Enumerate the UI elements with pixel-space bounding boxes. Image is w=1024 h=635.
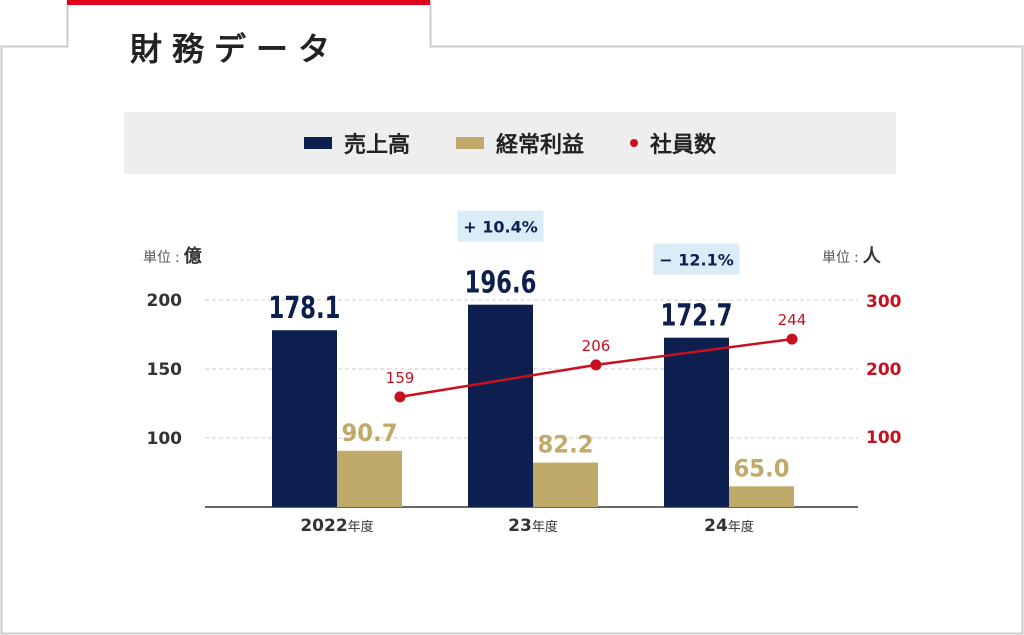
- right-axis-unit: 単位 : 人: [822, 242, 881, 268]
- sales-value-label: 196.6: [465, 266, 537, 301]
- legend-label-sales: 売上高: [343, 133, 410, 158]
- legend-label-profit: 経常利益: [495, 133, 584, 158]
- profit-value-label: 90.7: [342, 419, 398, 447]
- change-badge: [653, 243, 740, 275]
- change-badge-text: + 10.4%: [463, 218, 537, 237]
- left-unit-prefix: 単位: [143, 250, 171, 266]
- category-label-number: 2022: [300, 516, 347, 536]
- category-label: 24年度: [704, 516, 754, 536]
- sales-bar: [468, 304, 533, 507]
- legend-item-profit: 経常利益: [455, 127, 584, 159]
- page-title: 財務データ: [130, 30, 341, 68]
- right-axis-tick-label: 200: [866, 360, 902, 380]
- legend-swatch-sales: [303, 137, 332, 149]
- profit-value-label: 65.0: [734, 454, 790, 482]
- right-unit-prefix: 単位: [822, 250, 850, 266]
- category-label-number: 24: [704, 516, 728, 536]
- right-unit-colon: :: [854, 250, 859, 266]
- sales-bar: [664, 337, 729, 507]
- category-label-suffix: 年度: [728, 519, 754, 535]
- left-axis-unit: 単位 : 億: [143, 242, 202, 268]
- employees-value-label: 159: [386, 369, 415, 387]
- employees-value-label: 244: [778, 311, 807, 329]
- category-label-suffix: 年度: [348, 519, 374, 535]
- legend-dot-employees: [630, 139, 638, 147]
- right-axis-tick-label: 300: [866, 292, 902, 312]
- change-badge: [457, 210, 544, 242]
- profit-value-label: 82.2: [538, 431, 594, 459]
- left-unit-colon: :: [175, 250, 180, 266]
- sales-value-label: 178.1: [269, 291, 341, 326]
- sales-bar: [272, 330, 337, 507]
- change-badge-text: − 12.1%: [659, 251, 733, 270]
- left-axis-tick-label: 150: [147, 360, 183, 380]
- left-unit-value: 億: [183, 246, 202, 267]
- profit-bar: [533, 462, 598, 507]
- legend-label-employees: 社員数: [650, 133, 717, 158]
- legend-swatch-profit: [455, 137, 484, 149]
- legend-item-sales: 売上高: [303, 127, 410, 159]
- left-axis-tick-label: 100: [147, 429, 183, 449]
- profit-bar: [337, 450, 402, 507]
- profit-bar: [729, 486, 794, 507]
- sales-value-label: 172.7: [661, 299, 733, 334]
- employees-point: [590, 359, 602, 371]
- chart-legend: 売上高 経常利益 社員数: [124, 112, 896, 174]
- title-accent-bar: [67, 0, 430, 5]
- right-unit-value: 人: [862, 246, 881, 267]
- right-axis-tick-label: 100: [866, 428, 902, 448]
- employees-point: [786, 333, 798, 345]
- employees-value-label: 206: [582, 337, 611, 355]
- category-label-suffix: 年度: [532, 519, 558, 535]
- legend-item-employees: 社員数: [630, 127, 716, 159]
- category-label: 2022年度: [300, 516, 373, 536]
- left-axis-tick-label: 200: [147, 291, 183, 311]
- category-label-number: 23: [508, 516, 532, 536]
- category-label: 23年度: [508, 516, 558, 536]
- employees-point: [394, 391, 406, 403]
